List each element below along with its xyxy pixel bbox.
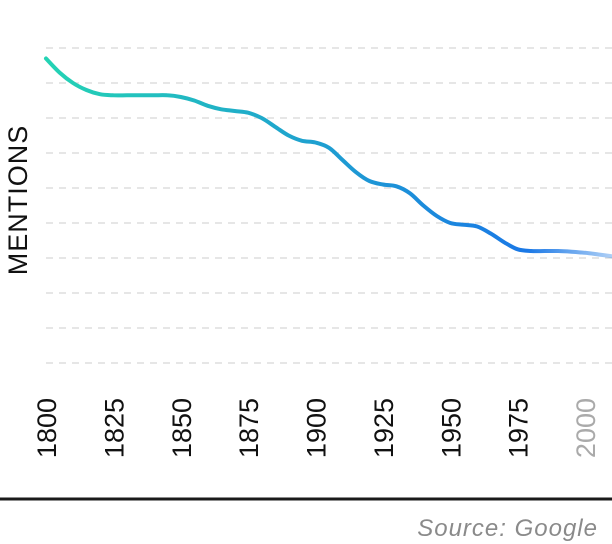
x-tick-label: 2000 [571,398,601,458]
x-tick-label: 1975 [504,398,534,458]
x-tick-label: 1950 [436,398,466,458]
x-tick-label: 1900 [302,398,332,458]
grid-lines [46,47,612,364]
source-note: Source: Google [417,515,598,542]
x-tick-label: 1925 [369,398,399,458]
y-axis-label: MENTIONS [3,125,33,276]
x-tick-label: 1875 [234,398,264,458]
x-tick-label: 1850 [167,398,197,458]
x-tick-label: 1800 [32,398,62,458]
series-line [44,56,612,259]
x-axis-ticks: 1800 1825 1850 1875 1900 1925 1950 1975 2000 [32,398,601,458]
x-tick-label: 1825 [99,398,129,458]
